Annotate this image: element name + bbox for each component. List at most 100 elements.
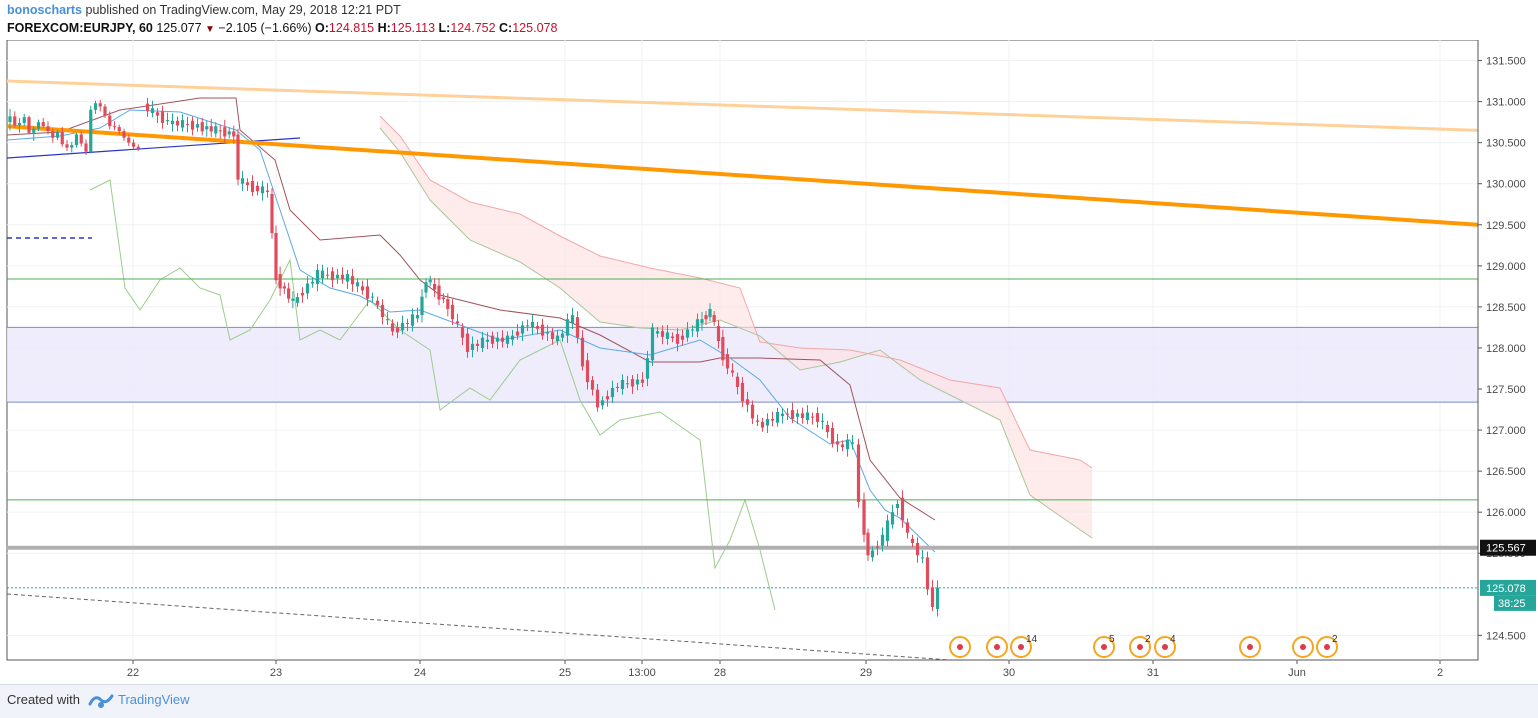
x-tick-label: 24: [414, 667, 426, 679]
chart-area[interactable]: 14 5 2 4 2 22 23 24 25 13:00 28 29 30 31 Jun 2 131.500 13…: [0, 39, 1538, 684]
candle-body: [180, 120, 185, 128]
candle-body: [570, 315, 575, 324]
candle-body: [136, 146, 140, 149]
candle-body: [22, 117, 26, 123]
candle-body: [721, 336, 725, 361]
event-dot-icon: [1018, 644, 1024, 650]
x-tick-label: 29: [860, 667, 872, 679]
candle-body: [712, 315, 716, 322]
candle-body: [716, 326, 721, 342]
y-tick-label: 128.500: [1486, 302, 1526, 314]
candle-body: [470, 343, 475, 350]
candle-body: [108, 115, 112, 127]
candle-body: [365, 286, 370, 299]
candle-body: [325, 274, 330, 276]
support-price-label: 125.567: [1486, 543, 1526, 555]
candle-body: [735, 376, 740, 387]
candle-body: [112, 126, 117, 128]
candle-body: [845, 439, 850, 450]
y-tick-label: 130.500: [1486, 138, 1526, 150]
candle-body: [525, 325, 530, 327]
x-tick-label: 23: [270, 667, 282, 679]
author-link[interactable]: bonoscharts: [7, 3, 83, 17]
y-tick-label: 131.500: [1486, 56, 1526, 68]
candle-body: [555, 335, 560, 342]
candle-body: [295, 297, 300, 303]
y-tick-label: 127.500: [1486, 384, 1526, 396]
candle-body: [640, 379, 645, 383]
candle-body: [455, 321, 460, 324]
footer: Created with TradingView: [0, 684, 1538, 718]
candle-body: [535, 326, 540, 329]
candle-body: [856, 444, 861, 502]
candle-body: [310, 281, 315, 284]
support-price-badge: [1480, 539, 1536, 556]
low-value: 124.752: [450, 21, 496, 35]
candle-body: [122, 131, 126, 138]
event-dot-icon: [994, 644, 1000, 650]
tradingview-brand-link[interactable]: TradingView: [118, 692, 190, 707]
x-tick-label: Jun: [1288, 667, 1306, 679]
candle-body: [480, 337, 485, 348]
y-tick-label: 127.000: [1486, 425, 1526, 437]
trendline-main-orange: [6, 124, 1479, 227]
candle-body: [460, 327, 465, 338]
candle-body: [291, 298, 295, 301]
candle-body: [433, 283, 437, 290]
candle-body: [410, 314, 415, 326]
x-tick-label: 2: [1437, 667, 1443, 679]
tradingview-logo-icon[interactable]: [88, 690, 114, 710]
x-tick-label: 28: [714, 667, 726, 679]
event-count-label: 5: [1109, 634, 1115, 645]
last-price: 125.077: [156, 21, 202, 35]
open-label: O:: [315, 21, 329, 35]
candle-body: [360, 286, 365, 291]
created-with-text: Created with: [7, 692, 80, 707]
candle-body: [227, 131, 231, 135]
candle-body: [240, 178, 245, 184]
candle-body: [885, 520, 890, 541]
candle-body: [585, 360, 590, 383]
candle-body: [866, 532, 870, 556]
y-tick-label: 129.500: [1486, 220, 1526, 232]
candle-body: [875, 546, 880, 548]
y-tick-label: 129.000: [1486, 261, 1526, 273]
event-dot-icon: [1300, 644, 1306, 650]
candle-body: [565, 319, 570, 336]
candle-body: [675, 333, 680, 344]
tenkan-line: [6, 109, 936, 553]
candle-body: [330, 271, 335, 281]
price-axis: [1478, 40, 1538, 660]
candle-body: [800, 413, 805, 419]
candle-body: [830, 428, 835, 444]
candle-body: [274, 232, 278, 281]
candle-body: [400, 322, 405, 331]
event-dot-icon: [1247, 644, 1253, 650]
candle-body: [245, 182, 250, 186]
candle-body: [205, 126, 209, 130]
candle-body: [645, 358, 650, 379]
candle-body: [770, 418, 775, 421]
candle-body: [13, 116, 17, 126]
candle-body: [690, 329, 695, 331]
candle-body: [900, 497, 905, 521]
candle-body: [350, 276, 355, 285]
candle-body: [780, 413, 785, 417]
cloud-span-b: [379, 127, 1093, 539]
candle-body: [270, 193, 274, 233]
candle-body: [282, 286, 286, 289]
candle-body: [670, 336, 675, 339]
candle-body: [685, 329, 690, 338]
candle-body: [70, 145, 74, 148]
candle-body: [150, 108, 155, 114]
candlestick-chart[interactable]: 14 5 2 4 222 23 24 25 13:00 28 29 30 31 Jun 2131.50013…: [0, 39, 1538, 684]
candle-body: [437, 285, 441, 300]
x-tick-label: 13:00: [628, 667, 656, 679]
candle-body: [218, 130, 222, 132]
candle-body: [495, 337, 500, 342]
candle-body: [32, 128, 36, 133]
candle-body: [650, 327, 655, 361]
candle-body: [870, 550, 875, 558]
candle-body: [730, 370, 735, 373]
candle-body: [515, 331, 520, 336]
